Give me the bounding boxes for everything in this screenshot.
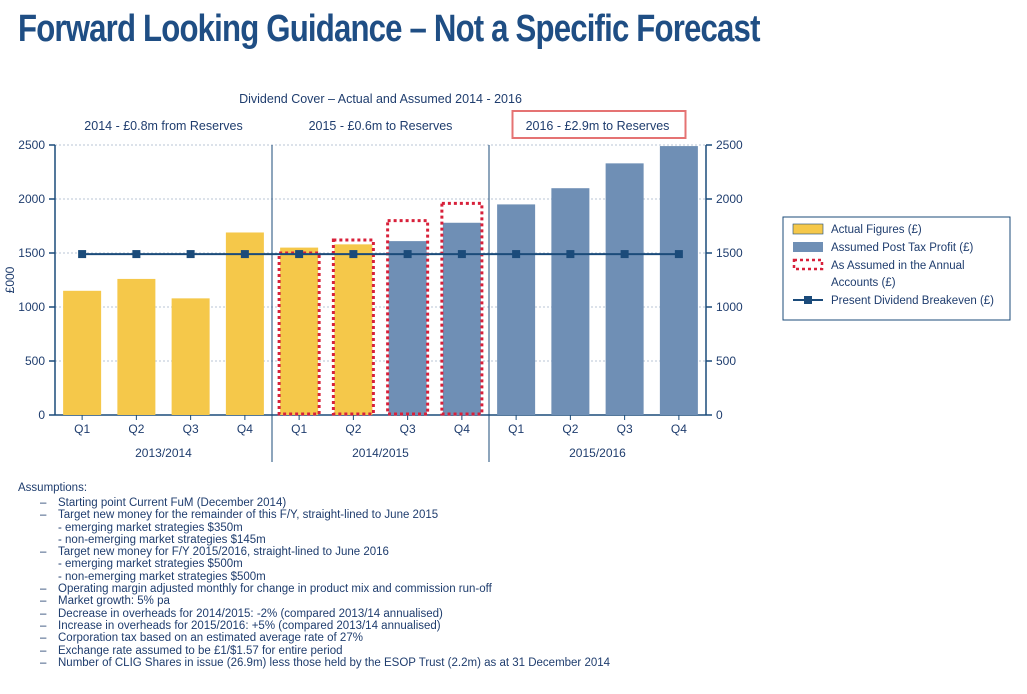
actual-bar [171, 298, 210, 415]
assumption-item: - non-emerging market strategies $500m [58, 570, 266, 583]
breakeven-marker [674, 250, 683, 259]
x-tick-label: Q4 [237, 422, 253, 436]
x-tick-label: Q4 [454, 422, 470, 436]
chart-title: Dividend Cover – Actual and Assumed 2014… [239, 92, 522, 106]
x-tick-label: Q3 [400, 422, 416, 436]
assumed-bar [605, 163, 644, 415]
assumption-item: Starting point Current FuM (December 201… [40, 497, 610, 509]
y-tick-label-left: 1500 [18, 246, 45, 260]
group-label: 2014/2015 [352, 446, 409, 460]
actual-bar [225, 232, 264, 415]
annual-accounts-outline [386, 219, 430, 416]
x-tick-label: Q4 [671, 422, 687, 436]
x-tick-label: Q1 [291, 422, 307, 436]
dividend-cover-chart: Dividend Cover – Actual and Assumed 2014… [3, 92, 1011, 462]
assumptions-heading: Assumptions: [18, 482, 88, 494]
legend-label: Present Dividend Breakeven (£) [831, 295, 994, 307]
x-tick-label: Q1 [508, 422, 524, 436]
legend-label: Actual Figures (£) [831, 224, 922, 236]
actual-bar [334, 244, 373, 415]
y-tick-label-left: 1000 [18, 300, 45, 314]
actual-bar [117, 278, 156, 415]
y-tick-label-right: 2500 [716, 138, 743, 152]
assumed-bar [551, 188, 590, 415]
highlight-box [511, 110, 687, 139]
assumption-item: - emerging market strategies $350m [58, 521, 243, 534]
annual-accounts-outline [331, 238, 375, 416]
x-tick-label: Q1 [74, 422, 90, 436]
assumed-bar [659, 146, 698, 415]
y-tick-label-right: 1000 [716, 300, 743, 314]
y-tick-label-right: 500 [716, 354, 736, 368]
assumption-item: Market growth: 5% pa [40, 595, 610, 607]
assumption-item: - emerging market strategies $500m [58, 558, 243, 571]
breakeven-marker [240, 250, 249, 259]
x-tick-label: Q3 [183, 422, 199, 436]
annual-accounts-outline [440, 201, 484, 416]
breakeven-marker [132, 250, 141, 259]
assumption-item: Target new money for the remainder of th… [40, 509, 610, 521]
legend-label: As Assumed in the Annual Accounts (£) [831, 260, 965, 289]
assumed-bar [388, 241, 427, 415]
breakeven-marker [295, 250, 304, 259]
y-tick-label-right: 1500 [716, 246, 743, 260]
breakeven-marker [620, 250, 629, 259]
y-axis-label: £000 [3, 266, 17, 293]
legend-swatch-breakeven-marker [804, 296, 812, 304]
x-tick-label: Q2 [345, 422, 361, 436]
y-tick-label-right: 0 [716, 408, 723, 422]
assumption-item: Target new money for F/Y 2015/2016, stra… [40, 546, 610, 558]
breakeven-marker [457, 250, 466, 259]
breakeven-marker [512, 250, 521, 259]
assumption-item: Increase in overheads for 2015/2016: +5%… [40, 620, 610, 632]
x-tick-label: Q2 [128, 422, 144, 436]
y-tick-label-left: 0 [38, 408, 45, 422]
legend-swatch-annual [792, 258, 824, 271]
legend-swatch-assumed [793, 242, 823, 252]
x-tick-label: Q2 [562, 422, 578, 436]
y-tick-label-left: 2500 [18, 138, 45, 152]
y-tick-label-left: 2000 [18, 192, 45, 206]
group-label: 2015/2016 [569, 446, 626, 460]
actual-bar [280, 247, 319, 415]
assumption-item: Corporation tax based on an estimated av… [40, 632, 610, 644]
x-tick-label: Q3 [617, 422, 633, 436]
actual-bar [63, 290, 102, 415]
legend-swatch-actual [792, 223, 824, 235]
assumed-bar [497, 204, 536, 415]
y-tick-label-right: 2000 [716, 192, 743, 206]
breakeven-marker [349, 250, 358, 259]
assumption-item: Operating margin adjusted monthly for ch… [40, 583, 610, 595]
breakeven-marker [566, 250, 575, 259]
legend-label: Assumed Post Tax Profit (£) [831, 242, 973, 254]
breakeven-marker [78, 250, 87, 259]
assumption-item: Exchange rate assumed to be £1/$1.57 for… [40, 645, 610, 657]
group-label: 2013/2014 [135, 446, 192, 460]
y-tick-label-left: 500 [25, 354, 45, 368]
breakeven-marker [186, 250, 195, 259]
page-title: Forward Looking Guidance – Not a Specifi… [18, 8, 760, 50]
assumption-item: Number of CLIG Shares in issue (26.9m) l… [40, 657, 610, 669]
assumptions-list: Starting point Current FuM (December 201… [40, 497, 610, 669]
group-header: 2016 - £2.9m to Reserves [526, 119, 670, 133]
assumption-item: - non-emerging market strategies $145m [58, 533, 266, 546]
group-header: 2015 - £0.6m to Reserves [309, 119, 453, 133]
breakeven-marker [403, 250, 412, 259]
assumption-item: Decrease in overheads for 2014/2015: -2%… [40, 608, 610, 620]
group-header: 2014 - £0.8m from Reserves [84, 119, 242, 133]
